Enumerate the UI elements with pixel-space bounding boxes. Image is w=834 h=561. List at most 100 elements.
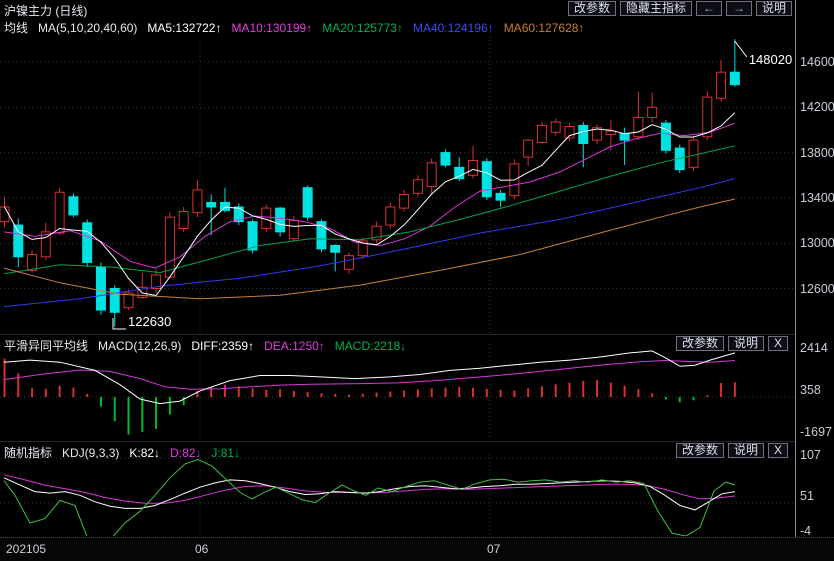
candle-body: [344, 255, 354, 270]
macd-bar: [733, 382, 736, 397]
panel-separator: [0, 441, 795, 442]
diff-value: DIFF:2359↑: [191, 339, 255, 353]
macd-panel-buttons: 改参数 说明 X: [675, 336, 788, 351]
candle-body: [385, 206, 396, 226]
macd-bar: [168, 397, 171, 415]
k-value: K:82↓: [129, 446, 161, 460]
candle-body: [82, 222, 93, 263]
y-tick-label: 107: [800, 448, 821, 463]
kdj-formula: KDJ(9,3,3): [62, 446, 120, 460]
ma5-value: MA5:132722↑: [147, 21, 222, 35]
x-tick-label: 06: [195, 542, 209, 556]
y-tick-label: 138000: [800, 145, 834, 160]
macd-bar: [596, 380, 599, 397]
macd-bar: [499, 389, 502, 397]
candle-body: [302, 187, 313, 218]
y-tick-label: -4: [800, 524, 812, 538]
y-tick-label: 142000: [800, 100, 834, 115]
candle-body: [178, 210, 189, 229]
macd-bar: [3, 358, 6, 397]
close-button[interactable]: X: [767, 443, 788, 458]
candle-body: [495, 192, 506, 201]
arrow-left-button[interactable]: ←: [695, 1, 722, 16]
macd-bar: [306, 391, 309, 397]
kdj-indicator-name: 随机指标: [4, 446, 53, 460]
macd-bar: [527, 388, 530, 397]
j-value: J:81↓: [211, 446, 241, 460]
y-tick-label: 126000: [800, 281, 834, 296]
macd-bar: [416, 389, 419, 397]
candle-body: [192, 189, 203, 214]
j-line: [3, 458, 736, 536]
change-params-button[interactable]: 改参数: [675, 443, 724, 458]
macd-bar: [196, 390, 199, 397]
macd-bar: [568, 382, 571, 397]
dea-line: [3, 359, 736, 390]
candle-body: [716, 71, 727, 99]
macd-bar: [361, 393, 364, 397]
macd-bar: [692, 397, 695, 401]
y-tick-label: 51: [800, 489, 814, 503]
macd-chart-canvas[interactable]: [0, 344, 795, 440]
macd-values: DIFF:2359↑ DEA:1250↑ MACD:2218↓: [191, 339, 416, 353]
candle-body: [27, 254, 38, 271]
y-tick-label: -1697: [800, 424, 832, 439]
candle-body: [426, 162, 437, 188]
help-button[interactable]: 说明: [727, 443, 764, 458]
price-axis-line: [795, 0, 796, 537]
candle-body: [454, 166, 465, 180]
macd-bar: [279, 389, 282, 397]
candle-body: [123, 292, 134, 309]
candle-body: [371, 225, 382, 241]
time-axis-bar: 202105 06 07: [0, 537, 834, 561]
candle-body: [316, 221, 327, 250]
candle-body: [468, 160, 479, 176]
hide-main-indicator-button[interactable]: 隐藏主指标: [619, 1, 692, 16]
close-button[interactable]: X: [767, 336, 788, 351]
macd-bar: [582, 381, 585, 397]
x-tick-label: 07: [487, 542, 501, 556]
macd-histogram: [3, 358, 736, 435]
candle-body: [288, 220, 299, 240]
macd-bar: [472, 387, 475, 397]
help-button[interactable]: 说明: [727, 336, 764, 351]
macd-bar: [210, 386, 213, 397]
candle-body: [13, 224, 24, 258]
candle-body: [109, 288, 120, 313]
macd-bar: [320, 393, 323, 397]
help-button[interactable]: 说明: [755, 1, 792, 16]
candle-body: [550, 121, 561, 133]
macd-bar: [17, 373, 20, 397]
x-tick-label: 202105: [6, 542, 47, 556]
candle-body: [729, 71, 740, 86]
candle-body: [536, 124, 547, 143]
macd-bar: [430, 388, 433, 397]
ma40-value: MA40:124196↑: [412, 21, 494, 35]
dea-value: DEA:1250↑: [264, 339, 325, 353]
macd-bar: [375, 392, 378, 397]
candle-body: [206, 201, 217, 208]
candle-body: [357, 240, 368, 257]
candle-body: [564, 126, 575, 139]
candle-body: [605, 130, 616, 135]
arrow-right-button[interactable]: →: [725, 1, 752, 16]
topbar-buttons: 改参数 隐藏主指标 ← → 说明: [567, 1, 792, 16]
low-price-pointer: [112, 318, 126, 330]
change-params-button[interactable]: 改参数: [675, 336, 724, 351]
y-tick-label: 358: [800, 382, 821, 397]
change-params-button[interactable]: 改参数: [567, 1, 616, 16]
candle-body: [592, 127, 603, 141]
macd-bar: [651, 393, 654, 397]
candle-body: [481, 161, 492, 198]
main-chart-canvas[interactable]: 148020 122630: [0, 36, 795, 334]
kdj-chart-canvas[interactable]: [0, 454, 795, 536]
ma40-line: [3, 178, 736, 308]
macd-bar: [237, 386, 240, 397]
diff-line: [3, 350, 736, 405]
macd-bar: [706, 395, 709, 397]
macd-bar: [664, 397, 667, 400]
macd-bar: [623, 385, 626, 397]
candle-body: [40, 231, 51, 258]
kdj-panel-buttons: 改参数 说明 X: [675, 443, 788, 458]
